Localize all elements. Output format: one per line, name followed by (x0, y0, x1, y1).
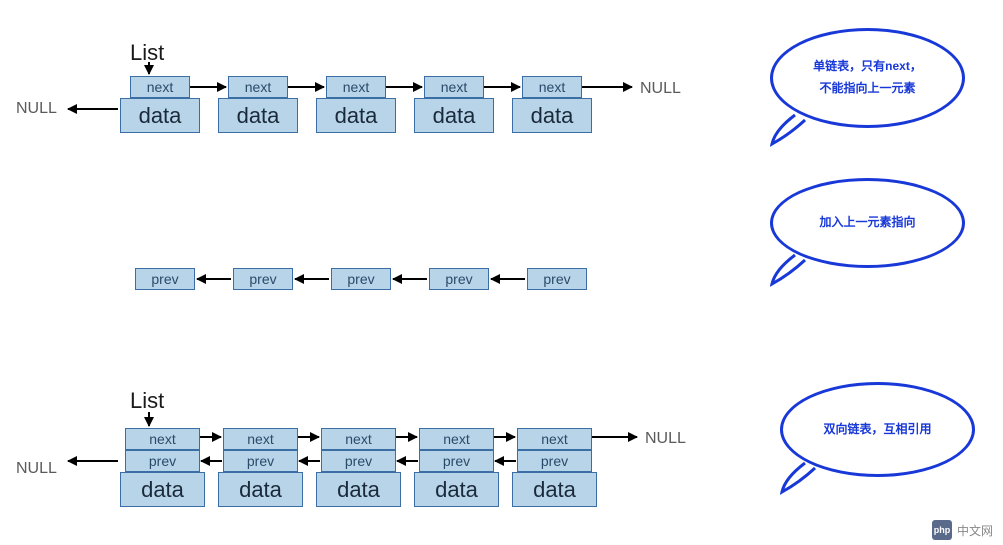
r3-n4-prev: prev (419, 450, 494, 472)
watermark: php 中文网 (932, 520, 993, 540)
r1-arrow-end (582, 86, 632, 88)
r1-n3-data: data (316, 98, 396, 133)
r2-n4-prev: prev (429, 268, 489, 290)
r3-arrow-n2 (298, 436, 319, 438)
r1-arrow-4 (484, 86, 520, 88)
r3-arrow-p4 (495, 460, 516, 462)
r2-n3-prev: prev (331, 268, 391, 290)
r1-arrow-1 (190, 86, 226, 88)
r2-n5-prev: prev (527, 268, 587, 290)
r3-arrow-p2 (299, 460, 320, 462)
r1-n3-next: next (326, 76, 386, 98)
r3-n1-prev: prev (125, 450, 200, 472)
r3-n1-data: data (120, 472, 205, 507)
r2-arrow-3 (393, 278, 427, 280)
r3-n5-data: data (512, 472, 597, 507)
bubble-1-line2: 不能指向上一元素 (819, 78, 915, 100)
r2-n1-prev: prev (135, 268, 195, 290)
r3-arrow-null (68, 460, 118, 462)
down-arrow-1 (148, 62, 150, 74)
r2-arrow-1 (197, 278, 231, 280)
r1-arrow-null (68, 108, 118, 110)
r3-arrow-p1 (201, 460, 222, 462)
r1-n4-next: next (424, 76, 484, 98)
r1-n1-data: data (120, 98, 200, 133)
r3-n3-prev: prev (321, 450, 396, 472)
bubble-1-tail (770, 112, 810, 147)
bubble-1-line1: 单链表，只有next， (813, 56, 922, 78)
r1-arrow-3 (386, 86, 422, 88)
r3-arrow-n4 (494, 436, 515, 438)
r1-n5-data: data (512, 98, 592, 133)
r2-arrow-2 (295, 278, 329, 280)
down-arrow-3 (148, 412, 150, 426)
bubble-3-text: 双向链表，互相引用 (823, 419, 931, 441)
r3-n2-data: data (218, 472, 303, 507)
null-left-3: NULL (16, 460, 57, 478)
r1-n2-data: data (218, 98, 298, 133)
null-left-1: NULL (16, 100, 57, 118)
r1-n5-next: next (522, 76, 582, 98)
null-right-1: NULL (640, 80, 681, 98)
r1-n4-data: data (414, 98, 494, 133)
r3-n2-prev: prev (223, 450, 298, 472)
r3-arrow-n3 (396, 436, 417, 438)
r1-n1-next: next (130, 76, 190, 98)
r3-n4-next: next (419, 428, 494, 450)
bubble-3-tail (780, 460, 820, 495)
r3-n4-data: data (414, 472, 499, 507)
r1-n2-next: next (228, 76, 288, 98)
r3-n3-next: next (321, 428, 396, 450)
list-label-3: List (130, 388, 164, 414)
r3-n1-next: next (125, 428, 200, 450)
r3-n2-next: next (223, 428, 298, 450)
r3-n5-prev: prev (517, 450, 592, 472)
r3-arrow-p3 (397, 460, 418, 462)
r1-arrow-2 (288, 86, 324, 88)
php-logo-icon: php (932, 520, 952, 540)
r3-arrow-n1 (200, 436, 221, 438)
bubble-2-text: 加入上一元素指向 (819, 212, 915, 234)
watermark-text: 中文网 (957, 522, 993, 539)
r2-n2-prev: prev (233, 268, 293, 290)
bubble-2-tail (770, 252, 810, 287)
r2-arrow-4 (491, 278, 525, 280)
r3-n5-next: next (517, 428, 592, 450)
null-right-3: NULL (645, 430, 686, 448)
r3-n3-data: data (316, 472, 401, 507)
r3-arrow-end (592, 436, 637, 438)
